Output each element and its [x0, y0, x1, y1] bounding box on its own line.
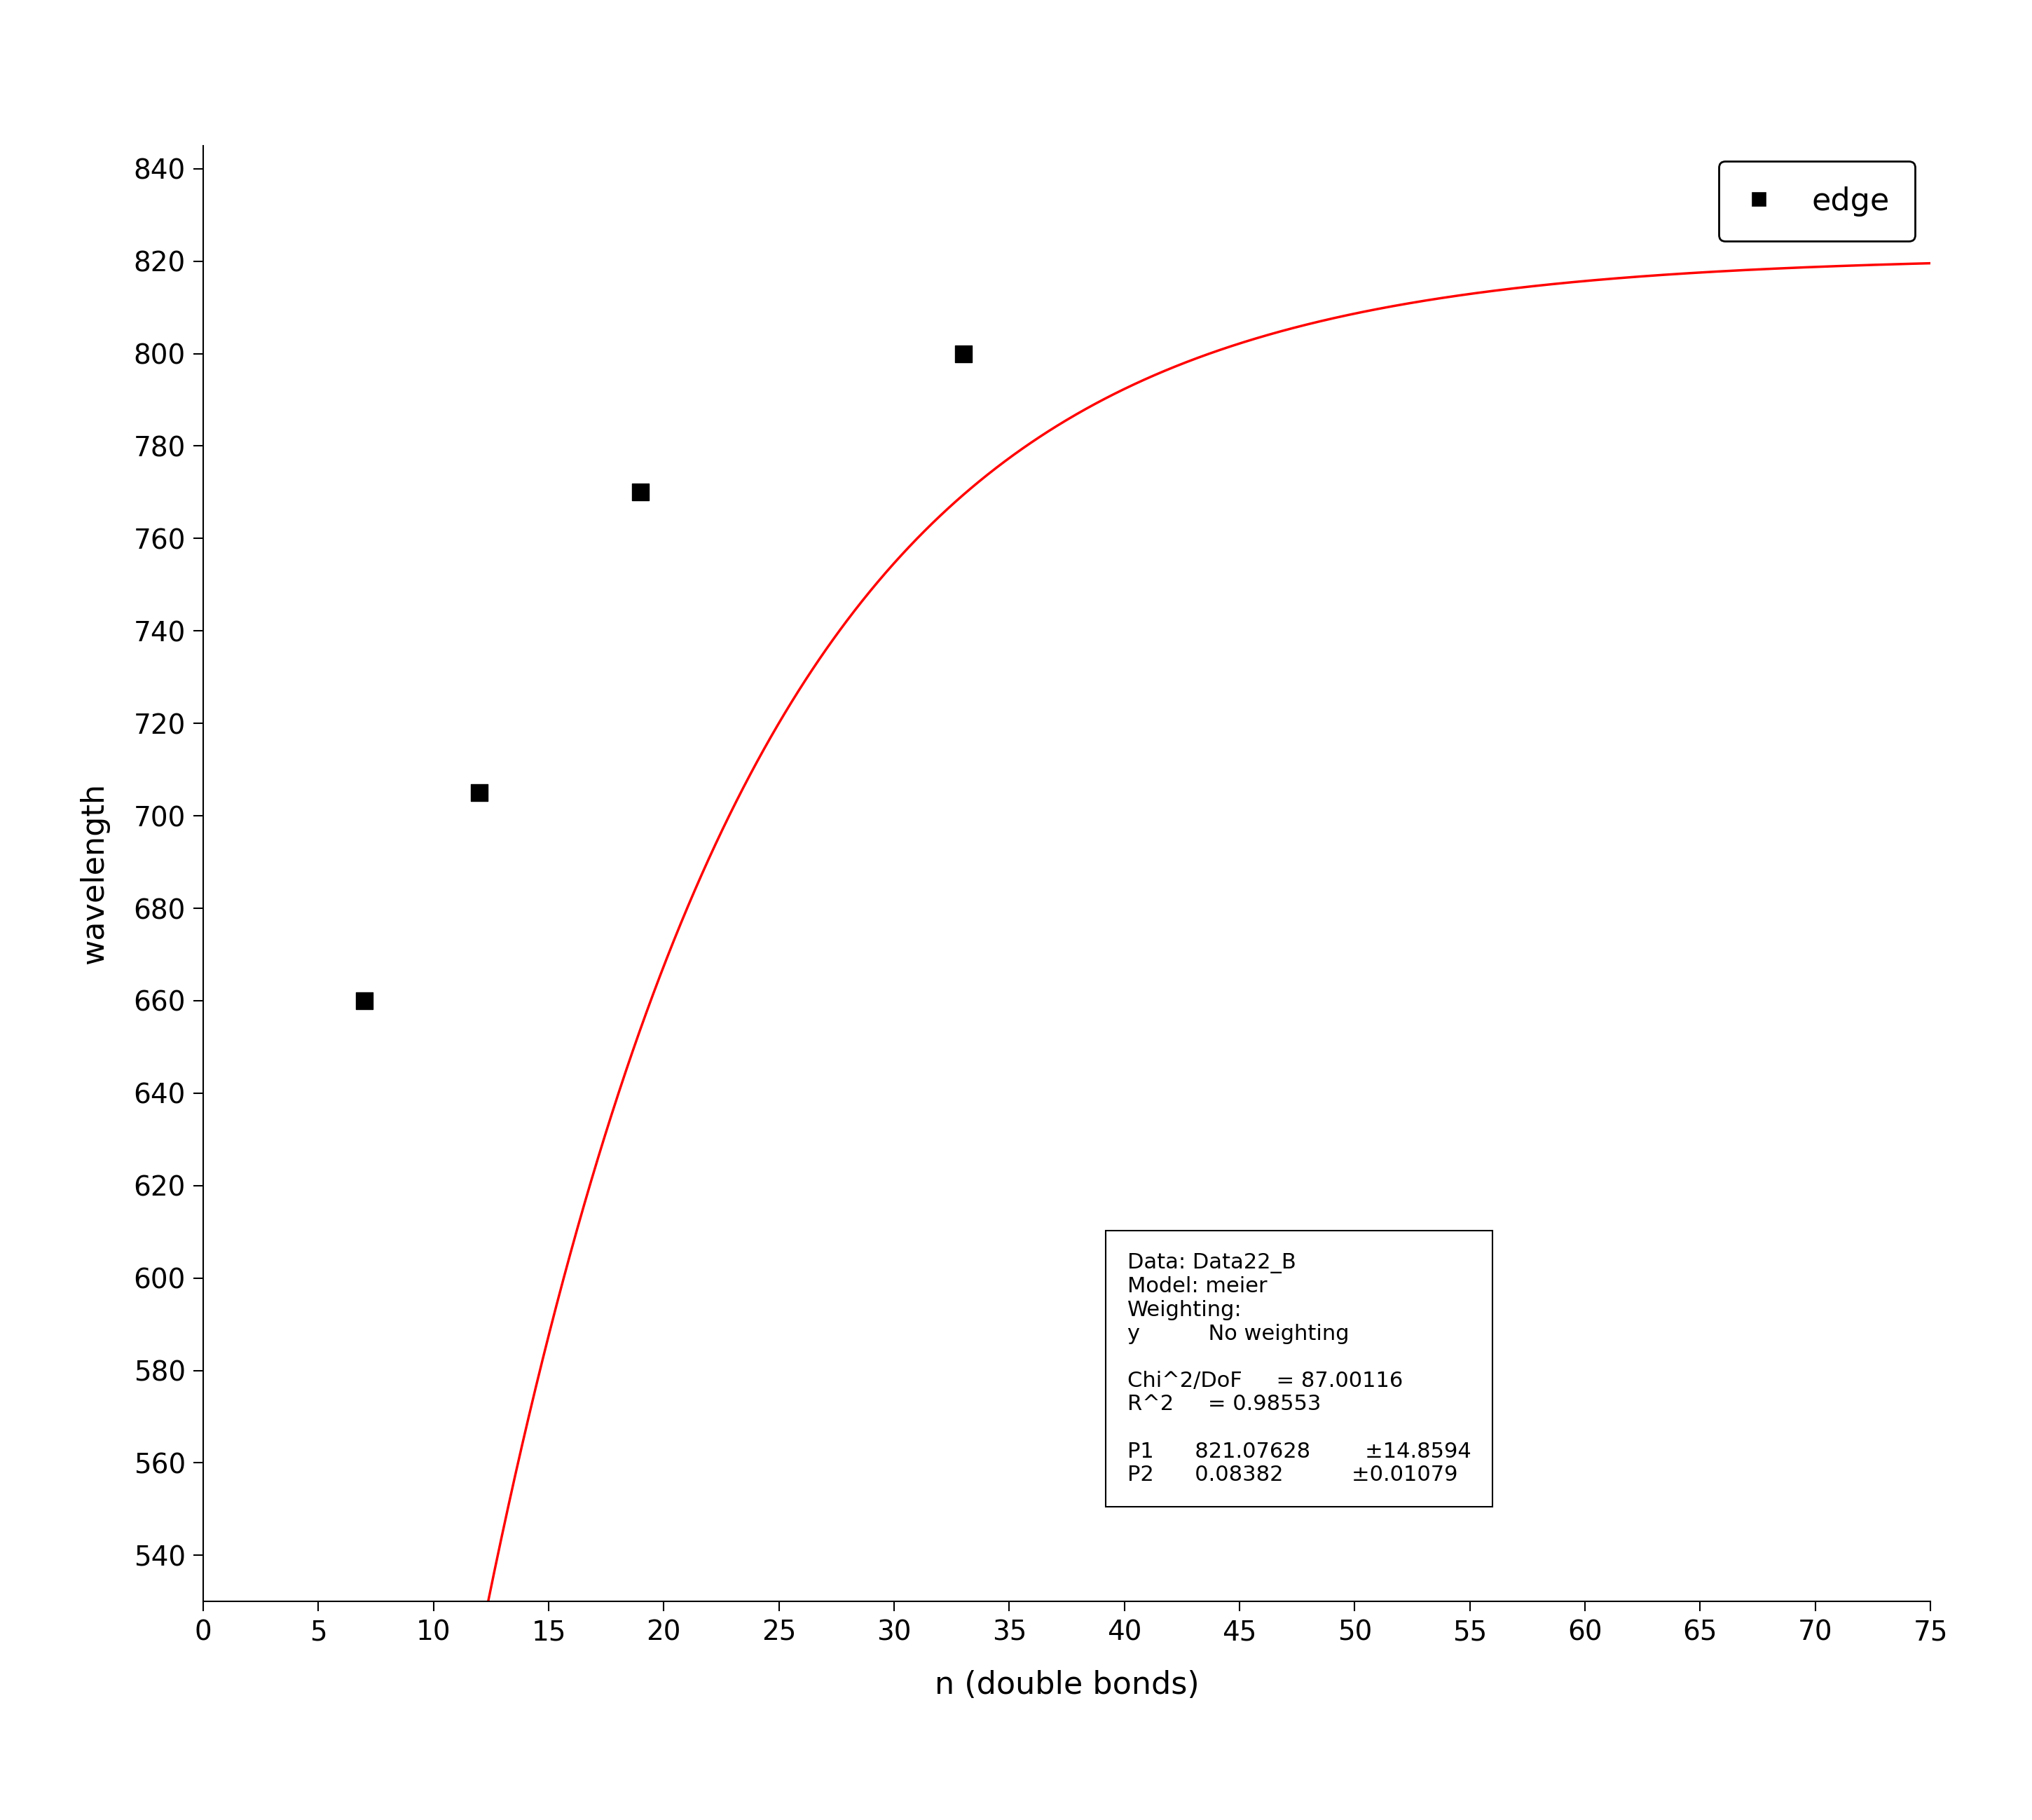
Text: Data: Data22_B
Model: meier
Weighting:
y          No weighting

Chi^2/DoF     = : Data: Data22_B Model: meier Weighting: y…: [1128, 1252, 1471, 1485]
edge: [347, 986, 380, 1016]
X-axis label: n (double bonds): n (double bonds): [935, 1671, 1199, 1700]
edge: [947, 339, 979, 368]
edge: [624, 477, 656, 506]
Y-axis label: wavelength: wavelength: [79, 783, 110, 965]
Legend: edge: edge: [1719, 162, 1914, 240]
edge: [463, 779, 496, 808]
